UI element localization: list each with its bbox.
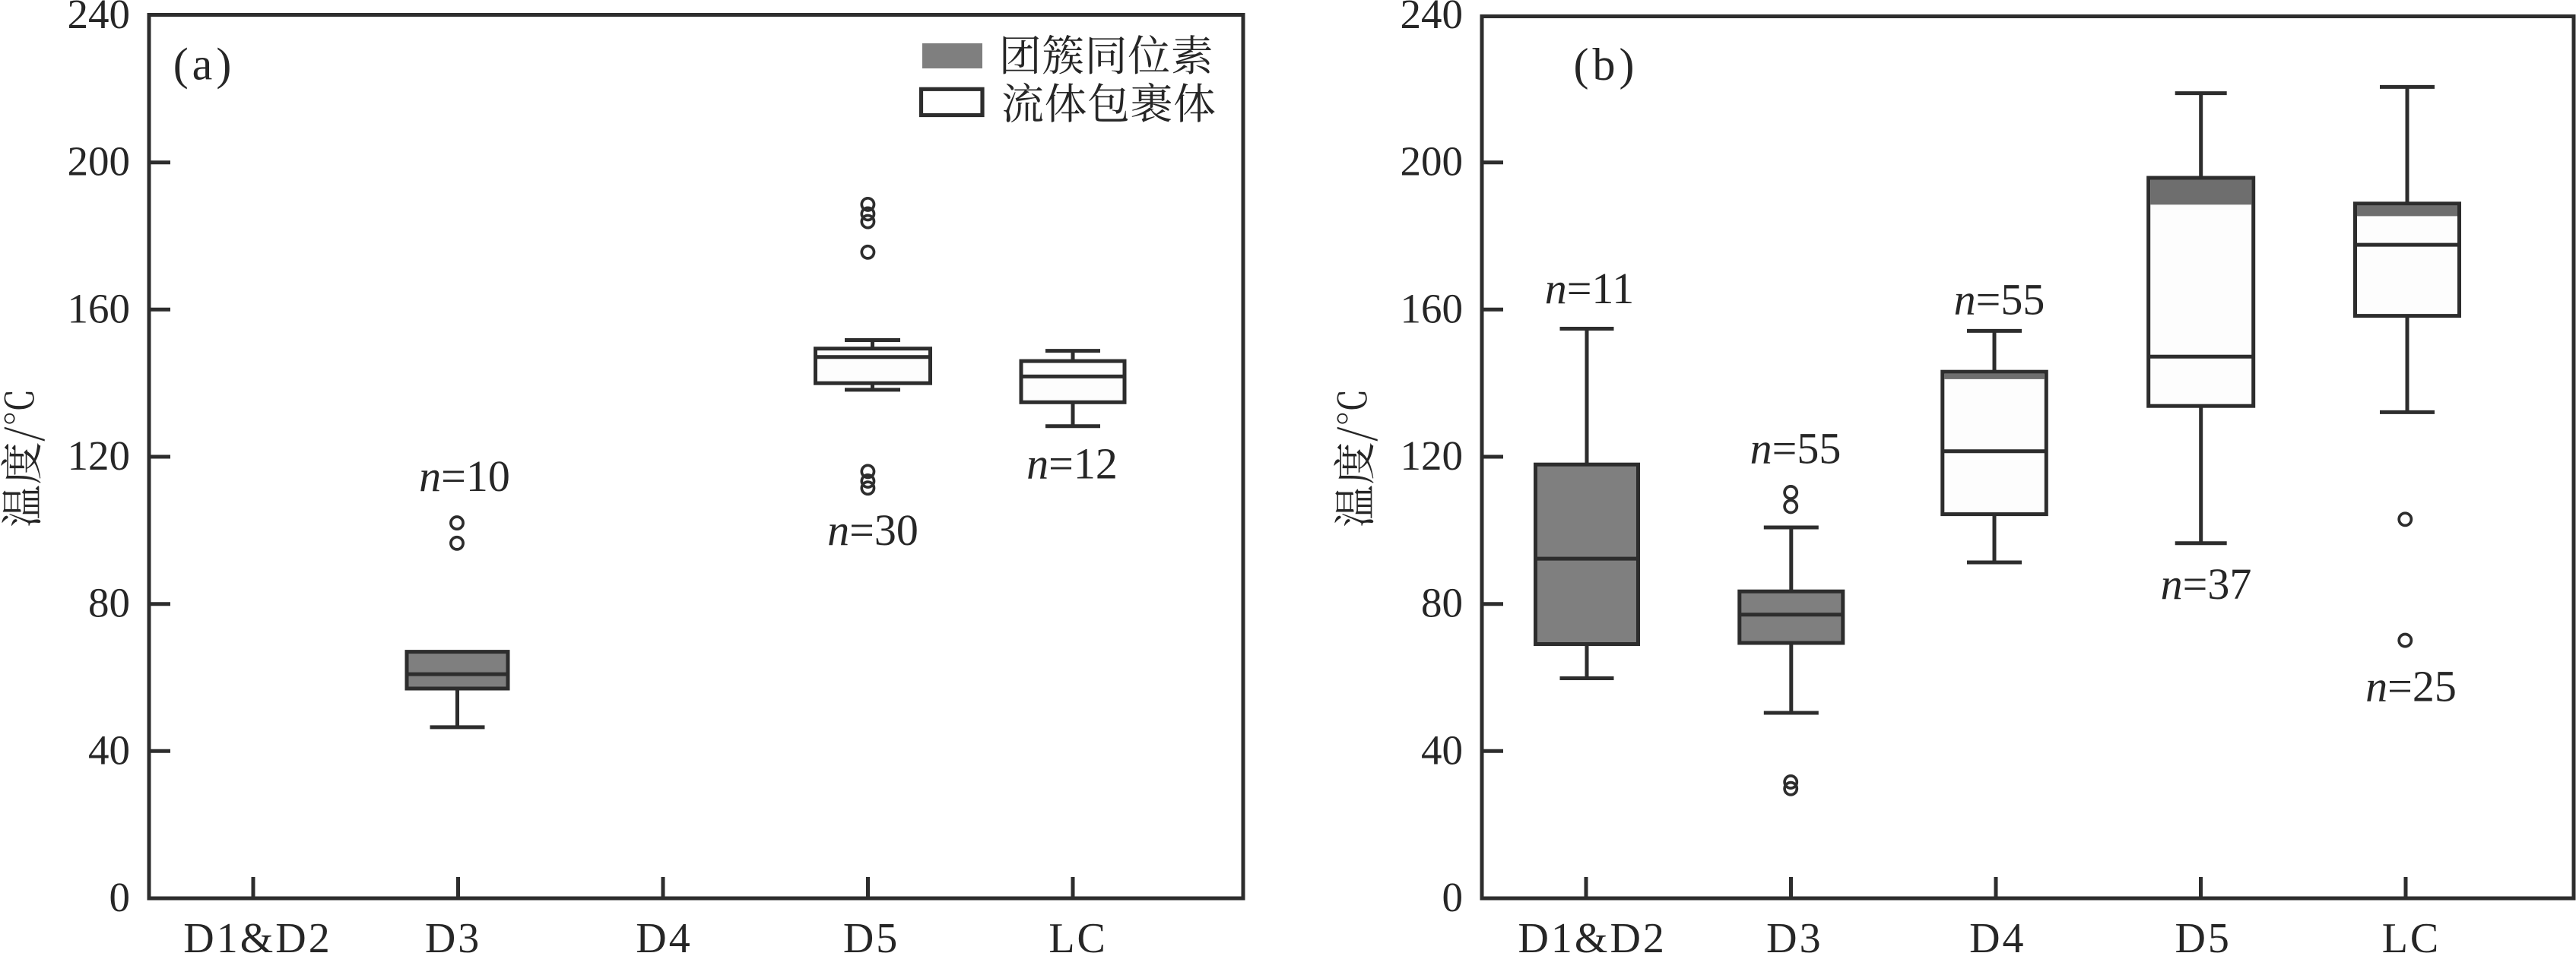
svg-text:0: 0 — [109, 874, 131, 920]
svg-text:n=12: n=12 — [1026, 439, 1118, 489]
svg-text:D4: D4 — [1969, 915, 2026, 953]
svg-text:120: 120 — [68, 432, 131, 479]
svg-text:240: 240 — [68, 0, 131, 37]
svg-text:D3: D3 — [425, 915, 481, 953]
svg-text:n=10: n=10 — [419, 451, 510, 501]
svg-text:D5: D5 — [2175, 915, 2231, 953]
svg-text:n=25: n=25 — [2365, 662, 2457, 711]
svg-text:D4: D4 — [636, 915, 692, 953]
svg-text:LC: LC — [1048, 915, 1108, 953]
svg-text:n=37: n=37 — [2161, 559, 2252, 609]
svg-text:n=30: n=30 — [827, 505, 918, 555]
svg-text:(a): (a) — [173, 40, 236, 90]
svg-text:D1&D2: D1&D2 — [1518, 915, 1666, 953]
svg-text:40: 40 — [88, 727, 130, 773]
svg-text:D5: D5 — [843, 915, 899, 953]
svg-text:(b): (b) — [1574, 40, 1639, 90]
svg-text:D3: D3 — [1766, 915, 1823, 953]
svg-text:160: 160 — [1401, 285, 1464, 331]
svg-text:240: 240 — [1401, 0, 1464, 37]
svg-text:0: 0 — [1442, 874, 1464, 920]
svg-text:80: 80 — [88, 580, 130, 626]
svg-text:120: 120 — [1401, 432, 1464, 479]
svg-text:80: 80 — [1421, 580, 1463, 626]
svg-text:200: 200 — [68, 138, 131, 185]
svg-text:D1&D2: D1&D2 — [183, 915, 332, 953]
svg-text:n=55: n=55 — [1954, 275, 2045, 325]
svg-text:160: 160 — [68, 285, 131, 331]
svg-text:n=11: n=11 — [1545, 264, 1635, 313]
svg-text:n=55: n=55 — [1750, 424, 1842, 473]
svg-text:LC: LC — [2382, 915, 2441, 953]
svg-text:200: 200 — [1401, 138, 1464, 185]
svg-text:40: 40 — [1421, 727, 1463, 773]
